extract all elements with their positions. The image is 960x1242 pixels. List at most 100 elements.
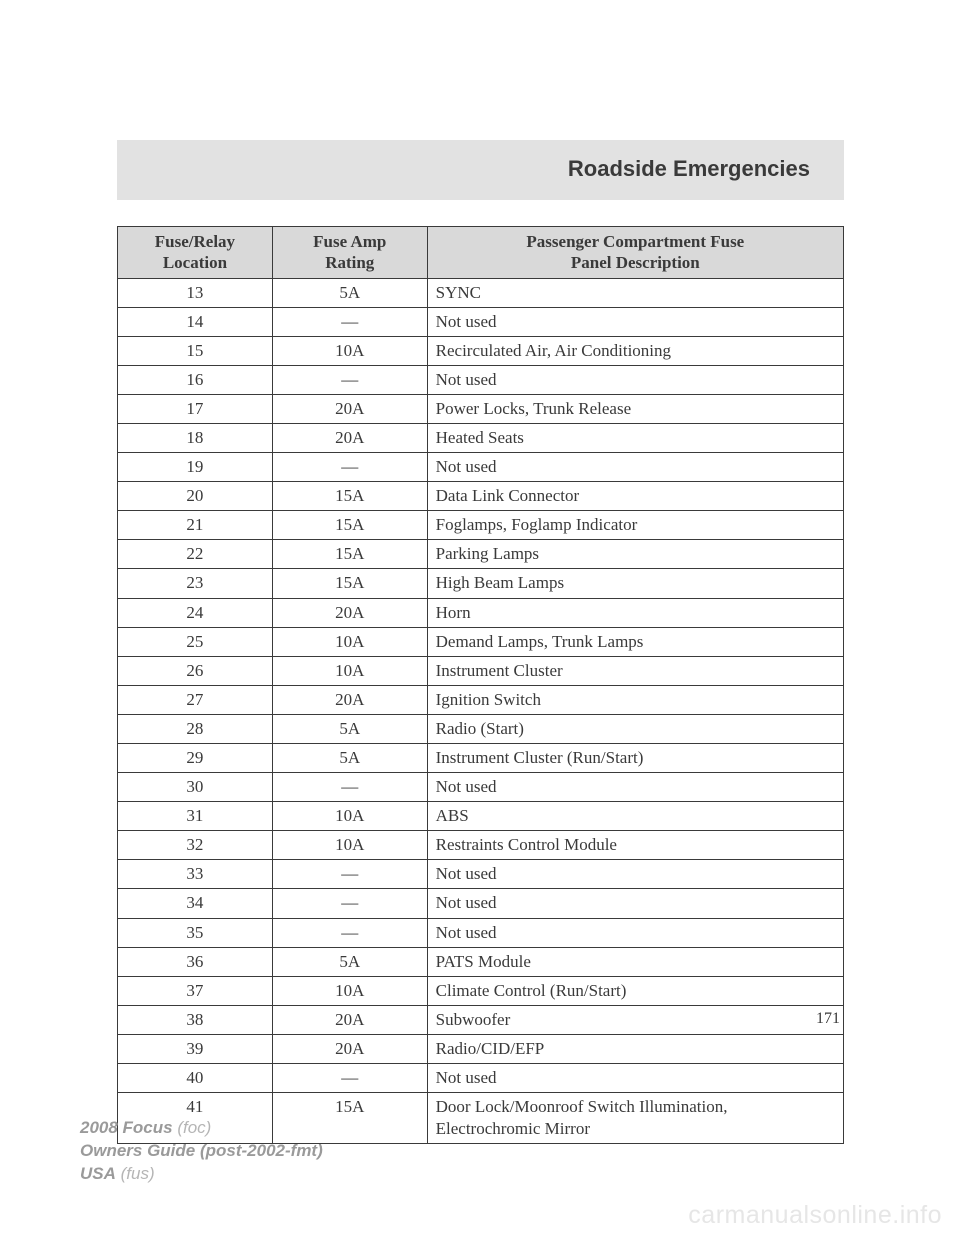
cell-description: Radio/CID/EFP bbox=[427, 1034, 843, 1063]
cell-location: 25 bbox=[118, 627, 273, 656]
header-amp: Fuse Amp Rating bbox=[272, 227, 427, 279]
table-row: 2610AInstrument Cluster bbox=[118, 656, 844, 685]
table-row: 3820ASubwoofer bbox=[118, 1005, 844, 1034]
cell-amp: 10A bbox=[272, 656, 427, 685]
cell-amp: 5A bbox=[272, 714, 427, 743]
cell-description: Power Locks, Trunk Release bbox=[427, 394, 843, 423]
cell-amp: — bbox=[272, 307, 427, 336]
table-row: 33—Not used bbox=[118, 860, 844, 889]
cell-amp: — bbox=[272, 889, 427, 918]
watermark: carmanualsonline.info bbox=[688, 1201, 942, 1230]
cell-description: Not used bbox=[427, 773, 843, 802]
table-row: 2115AFoglamps, Foglamp Indicator bbox=[118, 511, 844, 540]
cell-location: 14 bbox=[118, 307, 273, 336]
cell-amp: 10A bbox=[272, 336, 427, 365]
cell-amp: 5A bbox=[272, 947, 427, 976]
cell-amp: 15A bbox=[272, 482, 427, 511]
cell-location: 32 bbox=[118, 831, 273, 860]
footer-line-3: USA (fus) bbox=[80, 1163, 323, 1186]
cell-amp: 5A bbox=[272, 278, 427, 307]
table-row: 2215AParking Lamps bbox=[118, 540, 844, 569]
cell-location: 21 bbox=[118, 511, 273, 540]
header-location-l1: Fuse/Relay bbox=[155, 232, 235, 251]
cell-location: 16 bbox=[118, 365, 273, 394]
table-row: 365APATS Module bbox=[118, 947, 844, 976]
table-row: 40—Not used bbox=[118, 1064, 844, 1093]
cell-description: Not used bbox=[427, 307, 843, 336]
cell-amp: — bbox=[272, 860, 427, 889]
table-row: 135ASYNC bbox=[118, 278, 844, 307]
table-row: 3710AClimate Control (Run/Start) bbox=[118, 976, 844, 1005]
table-row: 2510ADemand Lamps, Trunk Lamps bbox=[118, 627, 844, 656]
cell-location: 31 bbox=[118, 802, 273, 831]
table-row: 285ARadio (Start) bbox=[118, 714, 844, 743]
cell-description: Instrument Cluster (Run/Start) bbox=[427, 744, 843, 773]
cell-description: Door Lock/Moonroof Switch Illumination, … bbox=[427, 1093, 843, 1144]
cell-location: 39 bbox=[118, 1034, 273, 1063]
cell-location: 28 bbox=[118, 714, 273, 743]
cell-location: 37 bbox=[118, 976, 273, 1005]
cell-description: Instrument Cluster bbox=[427, 656, 843, 685]
fuse-table: Fuse/Relay Location Fuse Amp Rating Pass… bbox=[117, 226, 844, 1144]
cell-description: Data Link Connector bbox=[427, 482, 843, 511]
cell-description: Foglamps, Foglamp Indicator bbox=[427, 511, 843, 540]
header-amp-l2: Rating bbox=[325, 253, 374, 272]
footer-region: USA bbox=[80, 1164, 116, 1183]
page-number: 171 bbox=[816, 1010, 840, 1028]
cell-description: Not used bbox=[427, 365, 843, 394]
table-header: Fuse/Relay Location Fuse Amp Rating Pass… bbox=[118, 227, 844, 279]
header-description: Passenger Compartment Fuse Panel Descrip… bbox=[427, 227, 843, 279]
cell-description: ABS bbox=[427, 802, 843, 831]
cell-location: 34 bbox=[118, 889, 273, 918]
cell-description: Recirculated Air, Air Conditioning bbox=[427, 336, 843, 365]
cell-description: High Beam Lamps bbox=[427, 569, 843, 598]
cell-location: 33 bbox=[118, 860, 273, 889]
manual-page: Roadside Emergencies Fuse/Relay Location… bbox=[0, 0, 960, 1242]
footer-model: 2008 Focus bbox=[80, 1118, 173, 1137]
cell-location: 40 bbox=[118, 1064, 273, 1093]
table-row: 1720APower Locks, Trunk Release bbox=[118, 394, 844, 423]
table-row: 2420AHorn bbox=[118, 598, 844, 627]
cell-amp: — bbox=[272, 918, 427, 947]
cell-amp: 15A bbox=[272, 511, 427, 540]
table-row: 3110AABS bbox=[118, 802, 844, 831]
cell-amp: 20A bbox=[272, 1034, 427, 1063]
cell-location: 26 bbox=[118, 656, 273, 685]
header-location-l2: Location bbox=[163, 253, 227, 272]
cell-description: Not used bbox=[427, 1064, 843, 1093]
cell-description: Not used bbox=[427, 860, 843, 889]
cell-amp: — bbox=[272, 1064, 427, 1093]
table-row: 2015AData Link Connector bbox=[118, 482, 844, 511]
footer: 2008 Focus (foc) Owners Guide (post-2002… bbox=[80, 1117, 323, 1186]
table-row: 1510ARecirculated Air, Air Conditioning bbox=[118, 336, 844, 365]
footer-region-code: (fus) bbox=[121, 1164, 155, 1183]
cell-amp: 10A bbox=[272, 831, 427, 860]
header-desc-l2: Panel Description bbox=[571, 253, 700, 272]
header-amp-l1: Fuse Amp bbox=[313, 232, 386, 251]
cell-description: Ignition Switch bbox=[427, 685, 843, 714]
cell-amp: 10A bbox=[272, 627, 427, 656]
table-row: 3920ARadio/CID/EFP bbox=[118, 1034, 844, 1063]
cell-location: 24 bbox=[118, 598, 273, 627]
table-row: 1820AHeated Seats bbox=[118, 423, 844, 452]
cell-location: 20 bbox=[118, 482, 273, 511]
cell-amp: 10A bbox=[272, 802, 427, 831]
cell-description: Demand Lamps, Trunk Lamps bbox=[427, 627, 843, 656]
cell-amp: — bbox=[272, 453, 427, 482]
cell-description: Parking Lamps bbox=[427, 540, 843, 569]
cell-amp: — bbox=[272, 365, 427, 394]
cell-amp: 5A bbox=[272, 744, 427, 773]
table-row: 295AInstrument Cluster (Run/Start) bbox=[118, 744, 844, 773]
cell-description: Heated Seats bbox=[427, 423, 843, 452]
cell-location: 35 bbox=[118, 918, 273, 947]
cell-amp: 15A bbox=[272, 569, 427, 598]
footer-model-code: (foc) bbox=[177, 1118, 211, 1137]
footer-line-1: 2008 Focus (foc) bbox=[80, 1117, 323, 1140]
table-row: 16—Not used bbox=[118, 365, 844, 394]
cell-description: SYNC bbox=[427, 278, 843, 307]
cell-amp: 15A bbox=[272, 540, 427, 569]
cell-amp: — bbox=[272, 773, 427, 802]
cell-location: 19 bbox=[118, 453, 273, 482]
section-title: Roadside Emergencies bbox=[568, 156, 810, 182]
cell-description: Radio (Start) bbox=[427, 714, 843, 743]
